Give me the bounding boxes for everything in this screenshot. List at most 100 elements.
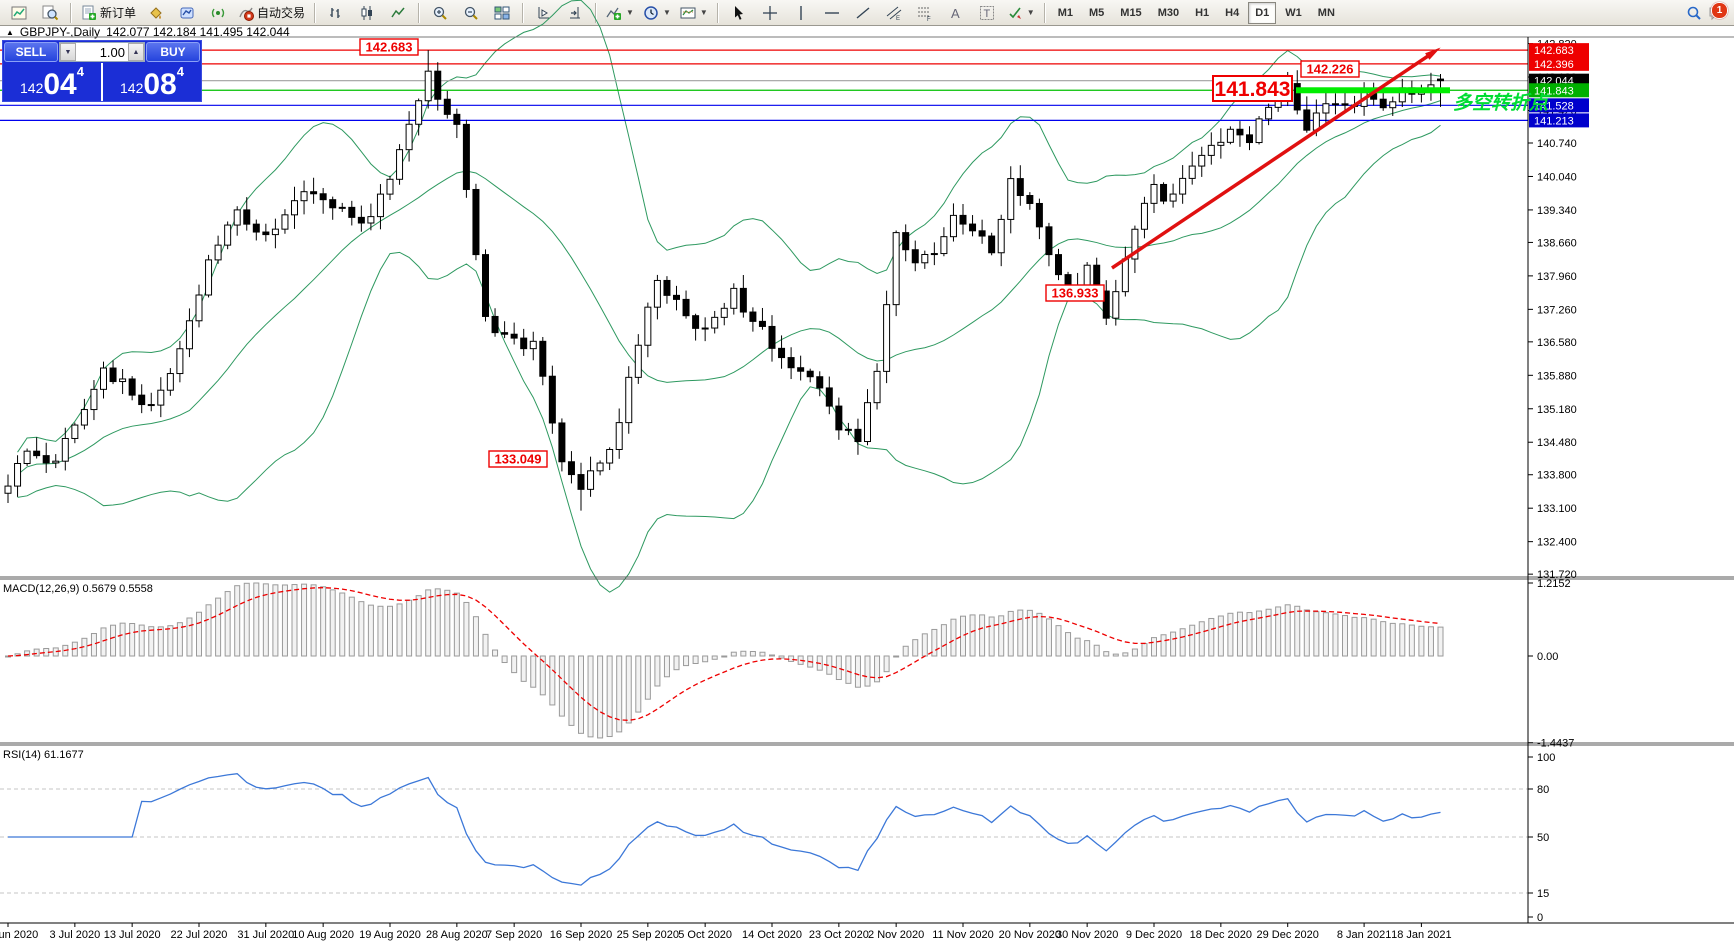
one-click-trading-panel: SELL ▼ ▲ BUY 142 04 4 142 08 4	[2, 40, 202, 102]
price-annotation-box[interactable]	[1300, 60, 1360, 78]
search-icon[interactable]	[1686, 5, 1702, 21]
fibonacci-button[interactable]: F	[910, 1, 940, 25]
bar-chart-button[interactable]	[321, 1, 351, 25]
candlestick-icon	[361, 5, 373, 20]
zoom-in-icon	[433, 6, 447, 20]
timeframe-d1[interactable]: D1	[1248, 1, 1277, 24]
price-annotation-box[interactable]	[1212, 75, 1293, 102]
svg-text:A: A	[951, 6, 960, 21]
autotrading-icon	[239, 7, 255, 21]
svg-text:142.396: 142.396	[1534, 59, 1574, 71]
autotrading-button[interactable]: 自动交易	[234, 1, 309, 25]
notifications-button[interactable]: 1	[1708, 1, 1728, 21]
price-annotation-box[interactable]	[1045, 284, 1105, 302]
cn-annotation[interactable]: 多空转折点	[1453, 92, 1551, 114]
timeframe-m15[interactable]: M15	[1120, 6, 1142, 19]
tile-windows-button[interactable]	[487, 1, 517, 25]
volume-increase-button[interactable]: ▲	[128, 43, 144, 61]
data-window-button[interactable]	[35, 1, 65, 25]
crosshair-icon	[762, 5, 777, 20]
svg-text:80: 80	[1537, 784, 1549, 796]
svg-text:20 Nov 2020: 20 Nov 2020	[999, 929, 1061, 941]
svg-text:3 Jul 2020: 3 Jul 2020	[49, 929, 100, 941]
fibonacci-icon: F	[917, 7, 931, 21]
label-button[interactable]: T	[972, 1, 1002, 25]
zoom-out-button[interactable]	[456, 1, 486, 25]
svg-text:10 Aug 2020: 10 Aug 2020	[292, 929, 354, 941]
timeframe-h4[interactable]: H4	[1225, 6, 1240, 19]
price-annotation-box[interactable]	[488, 450, 548, 468]
new-order-label: 新订单	[100, 6, 137, 20]
svg-text:140.040: 140.040	[1537, 171, 1577, 183]
svg-text:13 Jul 2020: 13 Jul 2020	[104, 929, 161, 941]
new-order-button[interactable]: 新订单	[77, 1, 140, 25]
svg-text:141.213: 141.213	[1534, 115, 1574, 127]
signals-button[interactable]	[203, 1, 233, 25]
timeframe-w1[interactable]: W1	[1285, 6, 1302, 19]
arrows-button[interactable]: ▼	[1003, 1, 1039, 25]
svg-text:135.180: 135.180	[1537, 404, 1577, 416]
timeframe-mn[interactable]: MN	[1317, 6, 1335, 19]
indicators-icon	[606, 7, 622, 20]
svg-text:139.340: 139.340	[1537, 205, 1577, 217]
autotrading-label: 自动交易	[257, 6, 306, 20]
channel-button[interactable]: E	[879, 1, 909, 25]
svg-text:28 Aug 2020: 28 Aug 2020	[426, 929, 488, 941]
trend-arrow[interactable]	[1111, 50, 1435, 270]
svg-text:8 Jan 2021: 8 Jan 2021	[1337, 929, 1391, 941]
volume-input[interactable]	[76, 43, 128, 61]
trendline-button[interactable]	[848, 1, 878, 25]
svg-text:131.720: 131.720	[1537, 569, 1577, 581]
zoom-in-button[interactable]	[425, 1, 455, 25]
hline-button[interactable]	[817, 1, 847, 25]
indicators-button[interactable]: ▼	[602, 1, 638, 25]
cursor-button[interactable]	[724, 1, 754, 25]
timeframe-bar: M1 M5 M15 M30 H1 H4 D1 W1 MN	[1051, 1, 1342, 24]
svg-text:F: F	[927, 17, 931, 21]
text-button[interactable]: A	[941, 1, 971, 25]
sound-signal-icon	[211, 8, 225, 17]
sell-button[interactable]: SELL	[4, 42, 58, 62]
svg-text:0.00: 0.00	[1537, 651, 1558, 663]
paint-bucket-icon	[150, 6, 162, 19]
timeframe-m1[interactable]: M1	[1057, 6, 1073, 19]
styles-button[interactable]	[141, 1, 171, 25]
crosshair-button[interactable]	[755, 1, 785, 25]
sell-price[interactable]: 142 04 4	[3, 63, 101, 101]
svg-text:E: E	[896, 16, 900, 21]
vertical-line-icon	[800, 5, 802, 20]
vline-button[interactable]	[786, 1, 816, 25]
svg-text:133.049: 133.049	[495, 452, 542, 467]
axes: 142.820142.120141.420140.740140.040139.3…	[0, 36, 1734, 941]
timeframe-h1[interactable]: H1	[1195, 6, 1210, 19]
new-chart-button[interactable]	[4, 1, 34, 25]
text-icon: A	[951, 6, 960, 21]
sell-price-point: 4	[76, 64, 84, 79]
svg-text:50: 50	[1537, 832, 1549, 844]
trendline-icon	[856, 6, 870, 19]
svg-text:142.683: 142.683	[366, 40, 413, 55]
toolbar: 新订单 自动交易 ▼ ▼	[0, 0, 1734, 26]
line-chart-button[interactable]	[383, 1, 413, 25]
chart-shift-button[interactable]	[560, 1, 590, 25]
chart-title-row: ▲ GBPJPY-,Daily 142.077 142.184 141.495 …	[0, 25, 1734, 39]
timeframe-m5[interactable]: M5	[1089, 6, 1105, 19]
sell-price-pips: 04	[43, 68, 77, 101]
volume-decrease-button[interactable]: ▼	[60, 43, 76, 61]
price-divider	[101, 63, 103, 101]
text-label-icon: T	[979, 5, 994, 20]
svg-text:29 Dec 2020: 29 Dec 2020	[1257, 929, 1319, 941]
candlestick-button[interactable]	[352, 1, 382, 25]
price-annotation-box[interactable]	[359, 38, 419, 56]
buy-button[interactable]: BUY	[146, 42, 200, 62]
auto-scroll-button[interactable]	[529, 1, 559, 25]
svg-text:135.880: 135.880	[1537, 370, 1577, 382]
templates-button[interactable]: ▼	[676, 1, 712, 25]
buy-price[interactable]: 142 08 4	[103, 63, 201, 101]
chart-shift-icon	[570, 6, 581, 18]
timeframe-m30[interactable]: M30	[1157, 6, 1180, 19]
periods-button[interactable]: ▼	[639, 1, 675, 25]
annotations: 142.683 142.226 141.843 136.933 133.049 多空转折点	[359, 38, 1551, 468]
profiles-button[interactable]	[172, 1, 202, 25]
